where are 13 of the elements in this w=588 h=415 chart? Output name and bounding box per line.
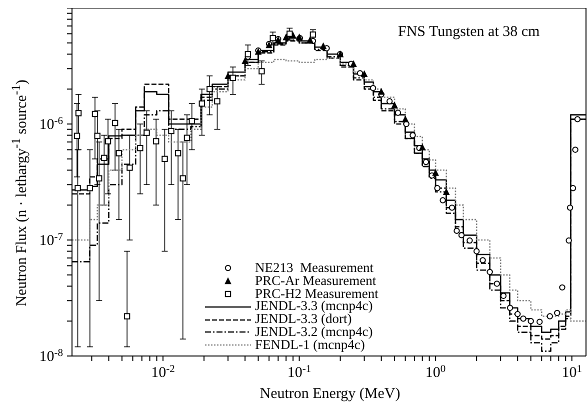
x-tick-label: 10$^{-1}$	[287, 364, 312, 381]
legend-label: PRC-Ar Measurement	[255, 272, 376, 288]
legend-label: JENDL-3.3 (mcnp4c)	[255, 298, 373, 314]
y-tick-label: 10$^{-7}$	[39, 232, 63, 249]
y-tick-label: 10$^{-6}$	[39, 116, 63, 133]
y-tick-label: 10$^{-8}$	[39, 348, 63, 365]
x-tick-label: 10$^{1}$	[562, 364, 582, 381]
legend-label: NE213 Measurement	[255, 260, 374, 275]
x-tick-label: 10$^{0}$	[425, 364, 446, 381]
annotation: FNS Tungsten at 38 cm	[398, 24, 540, 41]
x-tick-label: 10$^{-2}$	[151, 364, 175, 381]
x-axis-title: Neutron Energy (MeV)	[258, 386, 402, 403]
legend-label: PRC-H2 Measurement	[255, 286, 378, 301]
